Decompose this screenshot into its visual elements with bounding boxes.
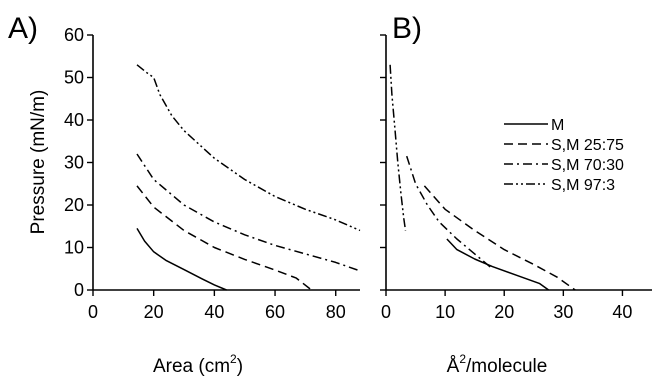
series-line-a-2 [136, 153, 361, 272]
legend-label-2: S,M 70:30 [551, 157, 624, 174]
y-tick-label: 50 [64, 68, 84, 88]
x-tick-label-a: 0 [88, 302, 98, 322]
x-axis-label-a-text: Area (cm [153, 356, 230, 377]
y-tick-label: 60 [64, 25, 84, 45]
axes-b: 0 10 20 30 40 [380, 34, 652, 322]
x-tick-label-a: 40 [204, 302, 224, 322]
axes-a: 0 10 20 30 40 50 60 0 20 40 60 80 [64, 25, 361, 322]
x-axis-label-b-sup: 2 [459, 352, 466, 366]
x-tick-label-b: 40 [612, 302, 632, 322]
x-axis-label-b: Å2/molecule [447, 352, 548, 377]
x-tick-label-a: 20 [144, 302, 164, 322]
series-line-b-0 [446, 238, 550, 291]
x-tick-label-b: 0 [381, 302, 391, 322]
legend: M S,M 25:75 S,M 70:30 S,M 97:3 [504, 117, 624, 194]
x-axis-label-a-tail: ) [237, 356, 243, 377]
x-tick-label-a: 60 [265, 302, 285, 322]
x-axis-label-a: Area (cm2) [153, 352, 243, 377]
legend-label-3: S,M 97:3 [551, 177, 615, 194]
y-tick-label: 40 [64, 110, 84, 130]
x-tick-label-a: 80 [326, 302, 346, 322]
y-tick-label: 0 [74, 280, 84, 300]
series-line-b-1 [423, 185, 576, 291]
y-tick-label: 20 [64, 195, 84, 215]
series-line-b-3 [389, 64, 407, 231]
series-line-a-3 [136, 64, 361, 232]
legend-label-1: S,M 25:75 [551, 137, 624, 154]
x-tick-label-b: 10 [435, 302, 455, 322]
series-line-a-0 [136, 228, 227, 291]
series-line-b-2 [405, 155, 493, 270]
panel-a: A) Pressure (mN/m) 0 10 20 30 40 50 60 0 20 40 60 8… [8, 12, 361, 377]
panel-label-b: B) [392, 12, 422, 45]
y-tick-label: 30 [64, 153, 84, 173]
x-tick-label-b: 30 [553, 302, 573, 322]
panel-b: B) 0 10 20 30 40 Å2/molecule M S,M 25:75 S,M 7… [380, 12, 652, 377]
panel-label-a: A) [8, 12, 38, 45]
y-tick-label: 10 [64, 238, 84, 258]
legend-label-0: M [551, 117, 564, 134]
y-axis-label: Pressure (mN/m) [28, 90, 49, 235]
x-axis-label-a-sup: 2 [230, 352, 237, 366]
x-axis-label-b-text: /molecule [466, 356, 547, 377]
series-line-a-1 [136, 185, 312, 291]
x-axis-label-b-prefix: Å [447, 356, 460, 377]
x-tick-label-b: 20 [494, 302, 514, 322]
